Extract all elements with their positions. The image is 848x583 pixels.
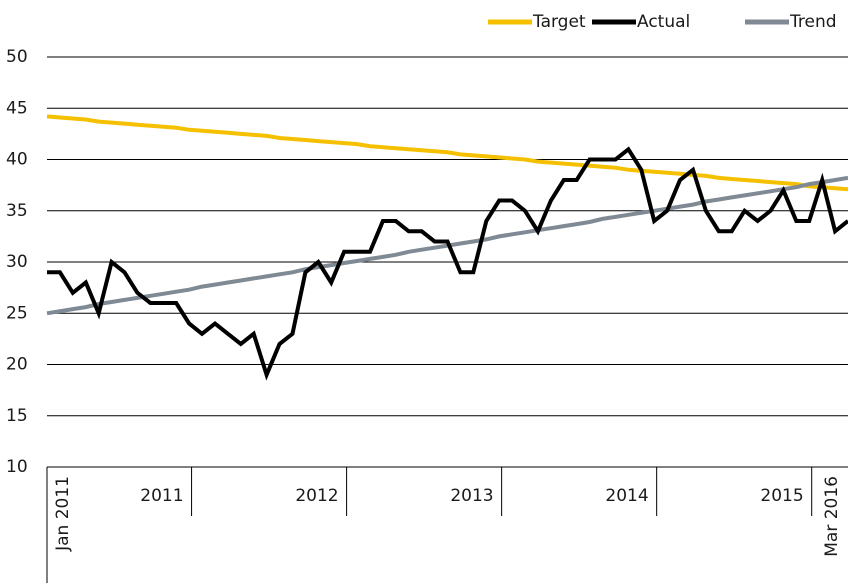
year-label: 2013 [450,486,493,506]
legend-label: Actual [637,12,690,32]
y-tick-label: 40 [6,150,28,170]
x-tick-label: Mar 2016 [822,476,842,557]
series-line [47,146,848,381]
series-line [46,114,848,192]
year-label: 2014 [605,486,648,506]
y-tick-label: 10 [6,457,28,477]
legend-label: Target [532,12,586,32]
y-tick-label: 35 [6,201,28,221]
y-tick-label: 25 [6,303,28,323]
legend-label: Trend [789,12,837,32]
year-label: 2015 [760,486,803,506]
y-tick-label: 50 [6,47,28,67]
y-tick-label: 15 [6,406,28,426]
year-label: 2012 [295,486,338,506]
y-tick-label: 20 [6,355,28,375]
year-label: 2011 [140,486,183,506]
y-tick-label: 45 [6,98,28,118]
y-tick-label: 30 [6,252,28,272]
x-tick-label: Jan 2011 [53,476,73,552]
